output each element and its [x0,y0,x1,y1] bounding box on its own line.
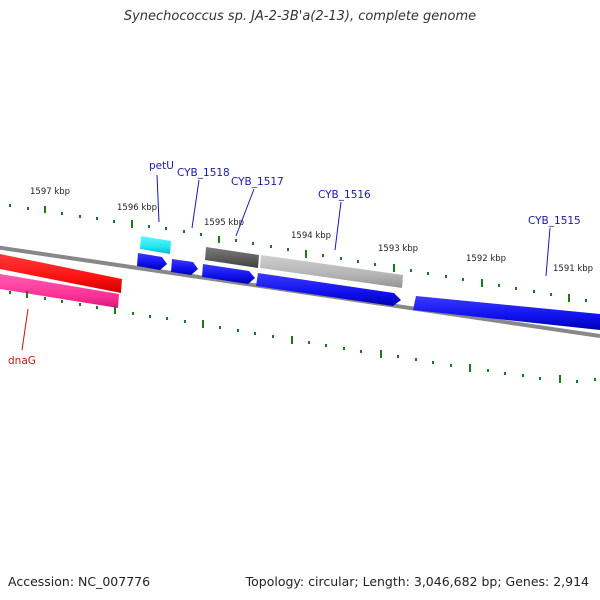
forward-cds-cyb1516[interactable] [256,273,401,306]
forward-strand-features [137,253,600,330]
kbp-label-1593: 1593 kbp [378,244,418,254]
gene-label-cyb1516: CYB_1516 [318,189,371,201]
forward-cds-petU-region[interactable] [137,253,167,270]
kbp-label-1591: 1591 kbp [553,264,593,274]
gene-label-cyb1515: CYB_1515 [528,215,581,227]
label-leaders [156,174,551,277]
forward-cds-cyb1515[interactable] [413,296,600,330]
leader-cyb1518 [191,179,200,229]
map-title: Synechococcus sp. JA-2-3B'a(2-13), compl… [123,9,477,24]
gene-cyb1516[interactable] [260,255,403,288]
gene-label-petU: petU [149,160,174,172]
leader-cyb1515 [545,227,551,277]
reverse-gene-dnaG[interactable] [0,274,119,308]
outer-tick-ring [9,204,587,302]
leader-cyb1516 [334,201,342,251]
leader-cyb1517 [235,188,255,237]
gene-label-cyb1518: CYB_1518 [177,167,230,179]
gene-features [140,236,403,288]
gene-cyb1517[interactable] [205,247,259,268]
kbp-label-1597: 1597 kbp [30,187,70,197]
leader-petU [156,174,160,223]
genome-summary-text: Topology: circular; Length: 3,046,682 bp… [245,574,589,589]
kbp-label-1595: 1595 kbp [204,218,244,228]
gene-label-cyb1517: CYB_1517 [231,176,284,188]
kbp-label-1596: 1596 kbp [117,203,157,213]
inner-tick-ring [9,291,596,383]
forward-cds-cyb1517[interactable] [202,264,255,284]
gene-label-dnaG: dnaG [8,355,36,367]
forward-cds-cyb1518[interactable] [171,259,198,275]
reverse-strand-features [0,254,122,308]
leader-dnaG [21,308,29,351]
gene-petU[interactable] [140,236,171,254]
accession-text: Accession: NC_007776 [8,574,151,589]
kbp-label-1594: 1594 kbp [291,231,331,241]
reverse-cds-dnaG[interactable] [0,254,122,293]
kbp-label-1592: 1592 kbp [466,254,506,264]
